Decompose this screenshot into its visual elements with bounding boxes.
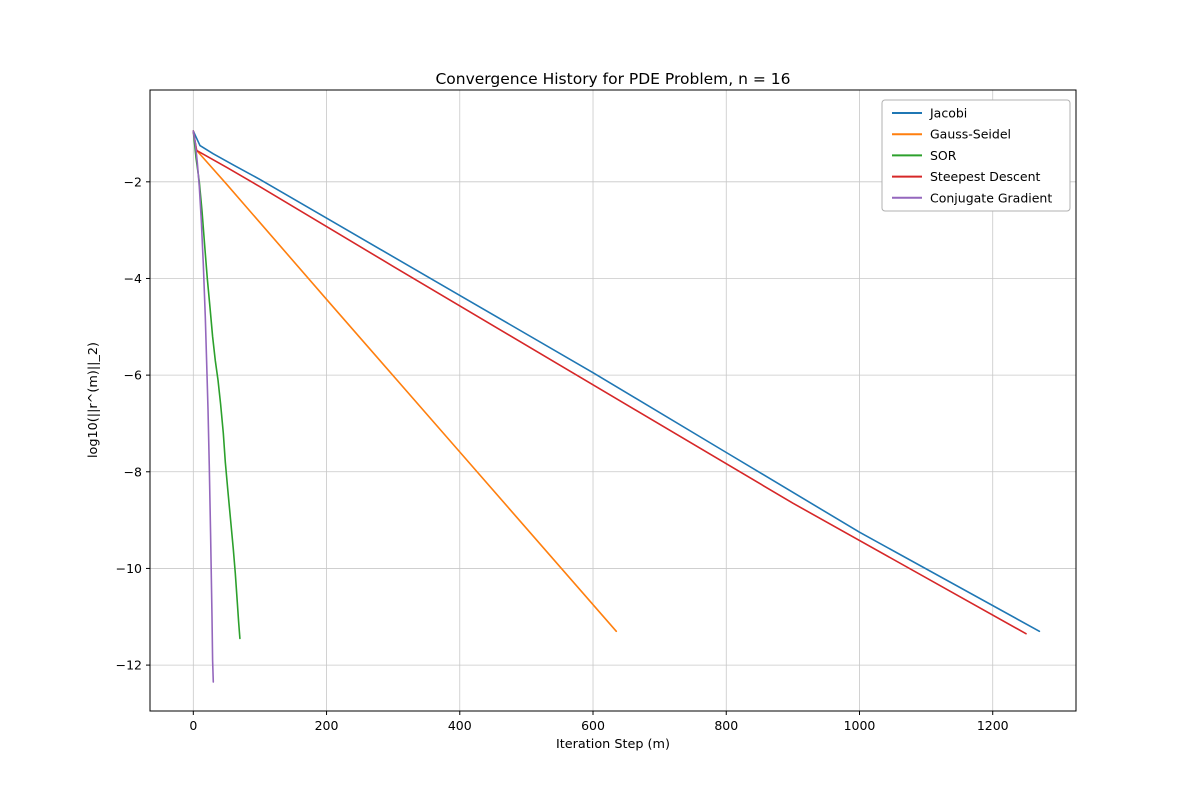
y-tick-label: −2 (124, 174, 142, 189)
legend-item-gauss-seidel: Gauss-Seidel (892, 127, 1011, 142)
y-tick-label: −12 (116, 658, 142, 673)
legend-box (881, 99, 1071, 212)
legend-item-jacobi: Jacobi (892, 106, 967, 121)
legend-label-conjugate-gradient: Conjugate Gradient (930, 190, 1052, 205)
series-line-jacobi (192, 130, 1041, 633)
x-tick-label: 1200 (977, 718, 1009, 733)
y-tick-label: −10 (116, 561, 142, 576)
legend: Jacobi Gauss-Seidel SOR Steepest Descent Con… (881, 99, 1071, 212)
series-line-conjugate-gradient (192, 130, 215, 683)
x-tick-label: 1000 (844, 718, 876, 733)
y-tick-label: −8 (124, 464, 142, 479)
series-line-gauss-seidel (192, 130, 618, 633)
legend-item-conjugate-gradient: Conjugate Gradient (892, 190, 1052, 205)
chart-title: Convergence History for PDE Problem, n =… (435, 70, 790, 88)
x-tick-label: 200 (315, 718, 339, 733)
x-tick-label: 800 (714, 718, 738, 733)
legend-label-jacobi: Jacobi (929, 106, 967, 121)
series-line-steepest-descent (192, 130, 1027, 635)
legend-item-steepest-descent: Steepest Descent (892, 169, 1041, 184)
legend-label-gauss-seidel: Gauss-Seidel (930, 127, 1011, 142)
x-tick-label: 600 (581, 718, 605, 733)
x-axis-label: Iteration Step (m) (556, 737, 670, 752)
plot-frame (149, 89, 1077, 712)
x-tick-label: 400 (448, 718, 472, 733)
y-tick-label: −6 (124, 368, 142, 383)
x-tick-label: 0 (189, 718, 197, 733)
series-line-sor (192, 130, 241, 640)
legend-label-sor: SOR (930, 148, 957, 163)
legend-label-steepest-descent: Steepest Descent (930, 169, 1041, 184)
y-axis-label: log10(||r^(m)||_2) (86, 342, 101, 458)
y-tick-label: −4 (124, 271, 142, 286)
legend-item-sor: SOR (892, 148, 957, 163)
